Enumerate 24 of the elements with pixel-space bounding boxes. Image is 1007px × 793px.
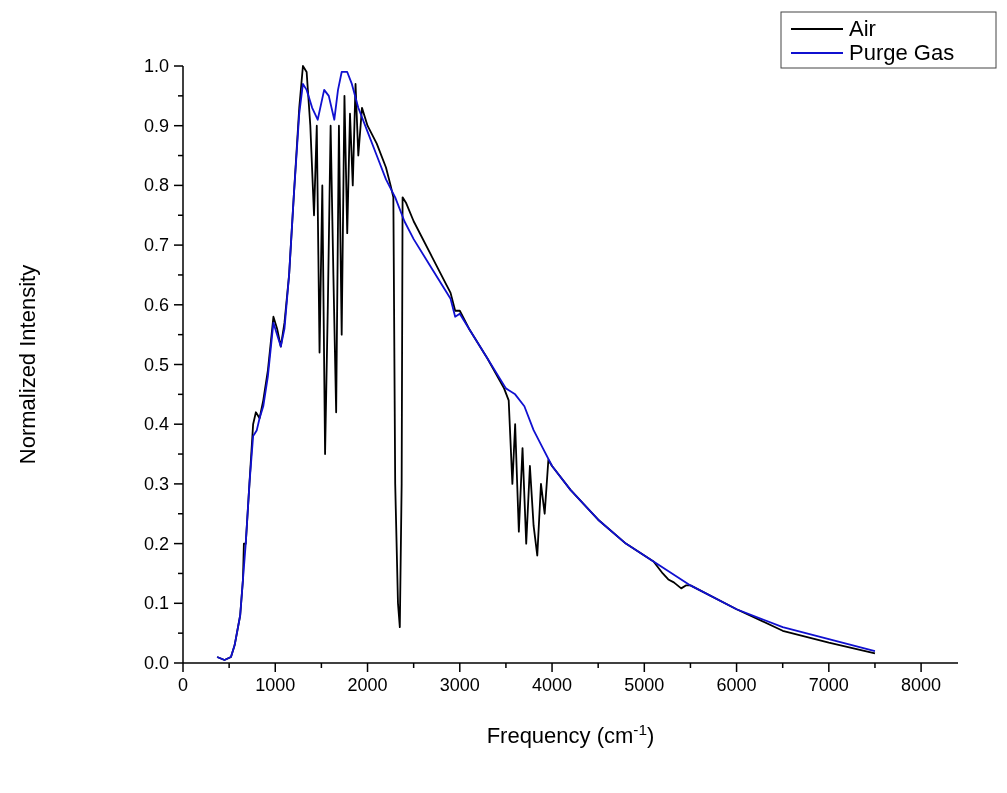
- x-tick-label: 8000: [901, 675, 942, 695]
- y-tick-label: 0.3: [143, 473, 169, 494]
- y-tick-label: 0.8: [143, 175, 169, 196]
- legend-label: Purge Gas: [849, 40, 955, 65]
- y-tick-label: 0.0: [143, 653, 169, 673]
- x-tick-label: 4000: [532, 675, 573, 695]
- y-tick-label: 0.6: [143, 294, 169, 315]
- x-tick-label: 6000: [716, 675, 757, 695]
- y-tick-label: 0.4: [143, 414, 169, 435]
- x-axis-title: Frequency (cm$^{-1}$): [486, 720, 655, 748]
- y-tick-label: 0.5: [143, 354, 169, 375]
- x-tick-label: 5000: [624, 675, 665, 695]
- y-axis-title: Normalized Intensity: [15, 264, 40, 465]
- y-tick-label: 0.7: [143, 235, 169, 256]
- y-tick-label: 0.9: [143, 115, 169, 136]
- x-tick-label: 1000: [255, 675, 296, 695]
- x-tick-label: 7000: [808, 675, 849, 695]
- y-tick-label: 1.0: [143, 56, 169, 76]
- y-tick-label: 0.2: [143, 533, 169, 554]
- y-tick-label: 0.1: [143, 593, 169, 614]
- x-tick-label: 0: [177, 675, 189, 695]
- x-tick-label: 3000: [439, 675, 480, 695]
- legend-label: Air: [849, 16, 876, 41]
- x-tick-label: 2000: [347, 675, 388, 695]
